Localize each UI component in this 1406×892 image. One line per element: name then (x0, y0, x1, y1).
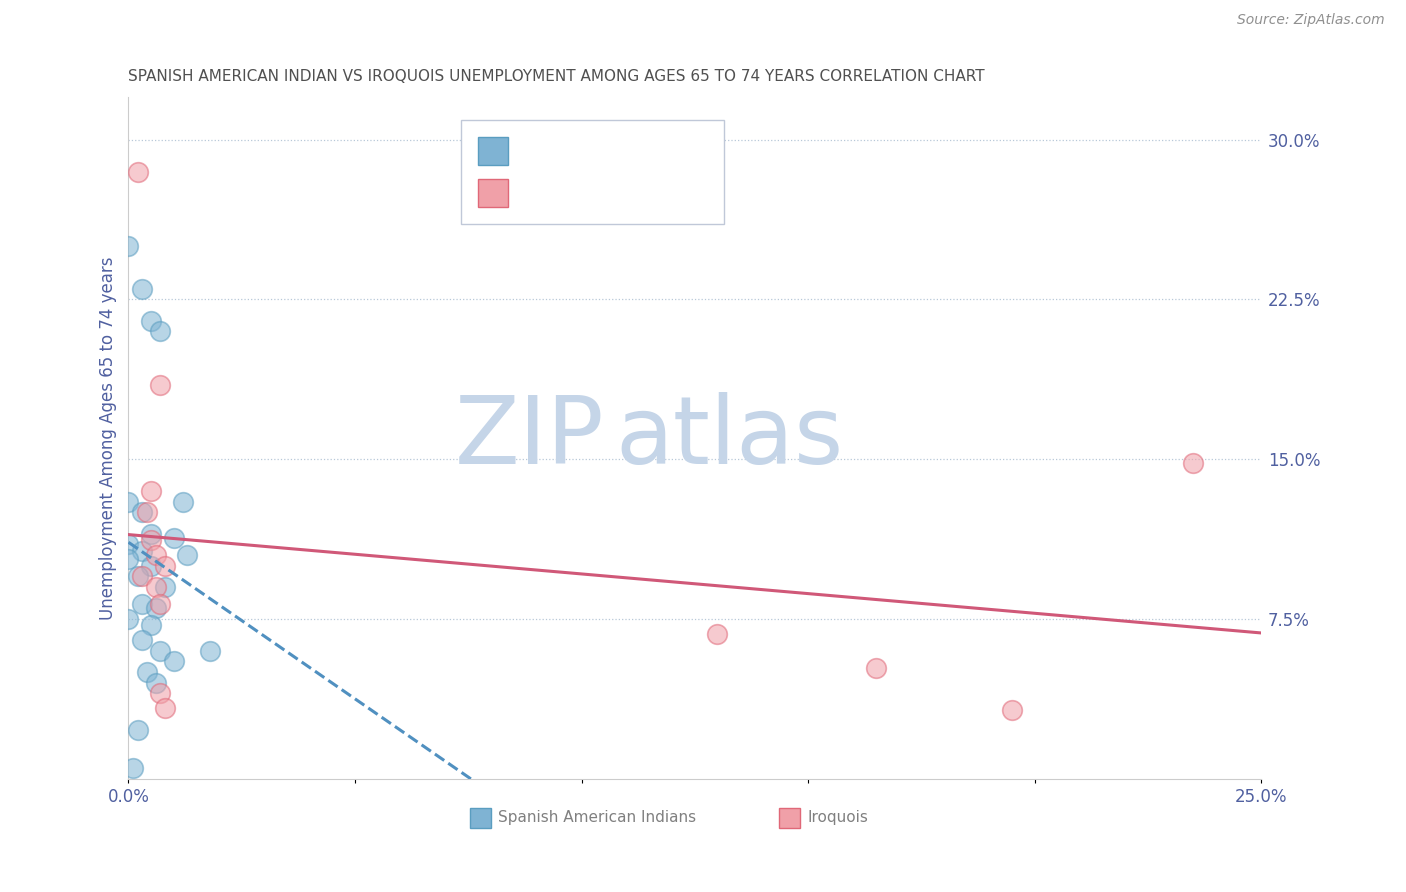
Point (127, 569, 149, 583)
Point (139, 526, 162, 541)
Point (149, 686, 172, 700)
Point (131, 633, 153, 648)
Text: Iroquois: Iroquois (807, 810, 868, 825)
Point (117, 612, 139, 626)
Point (163, 531, 186, 545)
Text: ZIP: ZIP (454, 392, 605, 483)
Point (131, 505, 153, 519)
Point (139, 484, 162, 499)
Point (153, 701, 176, 715)
Point (135, 665, 157, 680)
Point (145, 601, 167, 615)
Point (145, 675, 167, 690)
Point (131, 543, 153, 558)
Point (172, 495, 194, 509)
Point (139, 558, 162, 573)
Point (139, 314, 162, 328)
Point (706, 627, 728, 641)
Text: Spanish American Indians: Spanish American Indians (498, 810, 696, 825)
Point (153, 558, 176, 573)
Y-axis label: Unemployment Among Ages 65 to 74 years: Unemployment Among Ages 65 to 74 years (100, 256, 117, 620)
Point (117, 495, 139, 509)
Text: atlas: atlas (616, 392, 844, 483)
Point (1001, 703, 1024, 717)
Point (153, 580, 176, 594)
Point (163, 655, 186, 669)
Point (131, 569, 153, 583)
Text: R = -0.059   N = 28: R = -0.059 N = 28 (517, 144, 692, 159)
Point (135, 505, 157, 519)
Point (139, 533, 162, 548)
Point (149, 325, 172, 339)
Point (127, 165, 149, 179)
Text: Source: ZipAtlas.com: Source: ZipAtlas.com (1237, 13, 1385, 28)
Point (122, 761, 145, 775)
Point (865, 661, 887, 675)
Point (131, 597, 153, 611)
Point (117, 552, 139, 566)
Text: R =  0.274   N = 16: R = 0.274 N = 16 (517, 186, 692, 201)
Text: SPANISH AMERICAN INDIAN VS IROQUOIS UNEMPLOYMENT AMONG AGES 65 TO 74 YEARS CORRE: SPANISH AMERICAN INDIAN VS IROQUOIS UNEM… (128, 69, 986, 84)
Point (198, 644, 221, 658)
Point (149, 644, 172, 658)
Point (131, 282, 153, 296)
Point (117, 537, 139, 551)
Point (117, 239, 139, 253)
Point (176, 548, 198, 562)
Point (1182, 457, 1205, 471)
Point (127, 723, 149, 737)
Point (145, 580, 167, 594)
Point (149, 377, 172, 392)
Point (139, 618, 162, 632)
Point (145, 548, 167, 562)
Point (149, 597, 172, 611)
